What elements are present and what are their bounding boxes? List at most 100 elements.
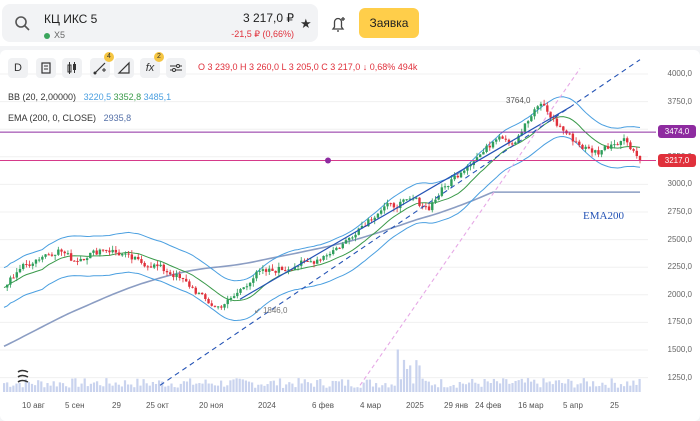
settings-sliders-icon[interactable] — [166, 58, 186, 78]
volume-bar — [437, 387, 440, 392]
candle-body — [504, 138, 507, 140]
volume-bar — [30, 383, 34, 392]
order-button[interactable]: Заявка — [359, 8, 419, 38]
volume-bar — [638, 378, 641, 392]
candle-body — [69, 253, 73, 261]
volume-bar — [486, 381, 489, 392]
candle-body — [491, 141, 495, 148]
chart-type-icon[interactable] — [36, 58, 56, 78]
y-tick-label: 1500,0 — [667, 345, 692, 354]
volume-bar — [61, 383, 65, 392]
candle-body — [587, 146, 591, 149]
candle-body — [331, 250, 335, 254]
candle-body — [431, 202, 434, 211]
candle-body — [568, 133, 571, 135]
volume-bar — [96, 381, 99, 392]
volume-bar — [55, 386, 58, 392]
volume-bar — [511, 383, 514, 392]
candle-body — [389, 203, 392, 205]
candle-body — [76, 260, 79, 262]
volume-bar — [387, 387, 390, 392]
candle-body — [392, 203, 396, 208]
volume-bar — [635, 384, 638, 392]
x-tick-label: 2025 — [406, 401, 424, 410]
volume-bar — [477, 383, 480, 392]
volume-bar — [12, 385, 15, 392]
volume-bar — [68, 387, 71, 392]
candle-body — [526, 121, 530, 124]
volume-bar — [170, 383, 173, 392]
volume-bar — [588, 386, 592, 392]
volume-bar — [514, 380, 517, 392]
ema200-annotation: EMA200 — [583, 210, 624, 222]
instrument-search[interactable]: КЦ ИКС 5 X5 3 217,0 ₽ -21,5 ₽ (0,66%) ★ — [2, 4, 318, 42]
candle-body — [210, 303, 213, 306]
candle-body — [181, 277, 185, 279]
candle-body — [578, 141, 581, 145]
volume-bar — [123, 380, 127, 392]
candle-body — [248, 282, 252, 287]
volume-bar — [520, 378, 523, 392]
volume-bar — [185, 381, 189, 392]
ema-line — [3, 191, 640, 347]
volume-bar — [102, 386, 105, 392]
volume-bar — [43, 387, 46, 392]
candle-body — [60, 249, 63, 252]
interval-button[interactable]: D — [8, 58, 28, 78]
volume-bar — [117, 384, 120, 392]
indicators-icon[interactable]: fx 2 — [140, 52, 164, 78]
candle-body — [117, 252, 121, 256]
volume-bar — [536, 383, 539, 392]
candle-body — [271, 268, 274, 271]
price-chart[interactable] — [0, 50, 700, 421]
candle-body — [357, 228, 360, 235]
bb-legend[interactable]: BB (20, 2,00000) 3220,5 3352,8 3485,1 — [8, 92, 172, 102]
candle-body — [341, 243, 344, 249]
volume-bar — [412, 383, 415, 392]
candle-body — [306, 260, 309, 262]
candle-body — [264, 269, 268, 272]
candle-body — [370, 219, 373, 221]
volume-bar — [266, 384, 269, 392]
volume-bar — [548, 381, 551, 392]
favorite-star-icon[interactable]: ★ — [300, 16, 312, 31]
volume-bar — [579, 383, 582, 392]
candle-body — [220, 306, 223, 308]
candle-body — [261, 269, 265, 271]
volume-bar — [216, 385, 220, 392]
drawing-tools-icon[interactable]: 4 — [90, 52, 114, 78]
candle-body — [437, 195, 440, 200]
status-dot — [44, 32, 50, 39]
volume-bar — [464, 384, 468, 392]
candle-body — [73, 260, 76, 262]
candle-body — [44, 254, 47, 257]
candle-body — [510, 143, 514, 145]
candles-icon[interactable] — [62, 58, 82, 78]
candle-body — [619, 141, 623, 146]
volume-bar — [108, 383, 111, 392]
candle-body — [149, 266, 153, 268]
ema-legend[interactable]: EMA (200, 0, CLOSE) 2935,8 — [8, 113, 132, 123]
volume-bar — [542, 378, 545, 392]
y-tick-label: 3750,0 — [667, 96, 692, 106]
candle-body — [447, 186, 450, 188]
candle-body — [421, 205, 424, 207]
volume-bar — [517, 380, 520, 392]
volume-bar — [164, 386, 167, 392]
candle-body — [469, 165, 472, 167]
volume-bar — [446, 387, 449, 392]
low-annotation: ↙ 1846,0 — [254, 306, 288, 315]
volume-bar — [74, 378, 77, 392]
search-icon — [15, 16, 30, 31]
alert-bell-icon[interactable] — [322, 8, 354, 40]
shapes-icon[interactable] — [114, 58, 134, 78]
candle-body — [53, 254, 57, 256]
candle-body — [600, 150, 603, 155]
candle-body — [603, 146, 607, 151]
volume-bar — [564, 383, 567, 392]
candle-body — [325, 255, 328, 257]
volume-bar — [551, 384, 554, 392]
volume-bar — [458, 381, 461, 392]
candle-body — [443, 186, 447, 188]
candle-body — [373, 217, 376, 221]
